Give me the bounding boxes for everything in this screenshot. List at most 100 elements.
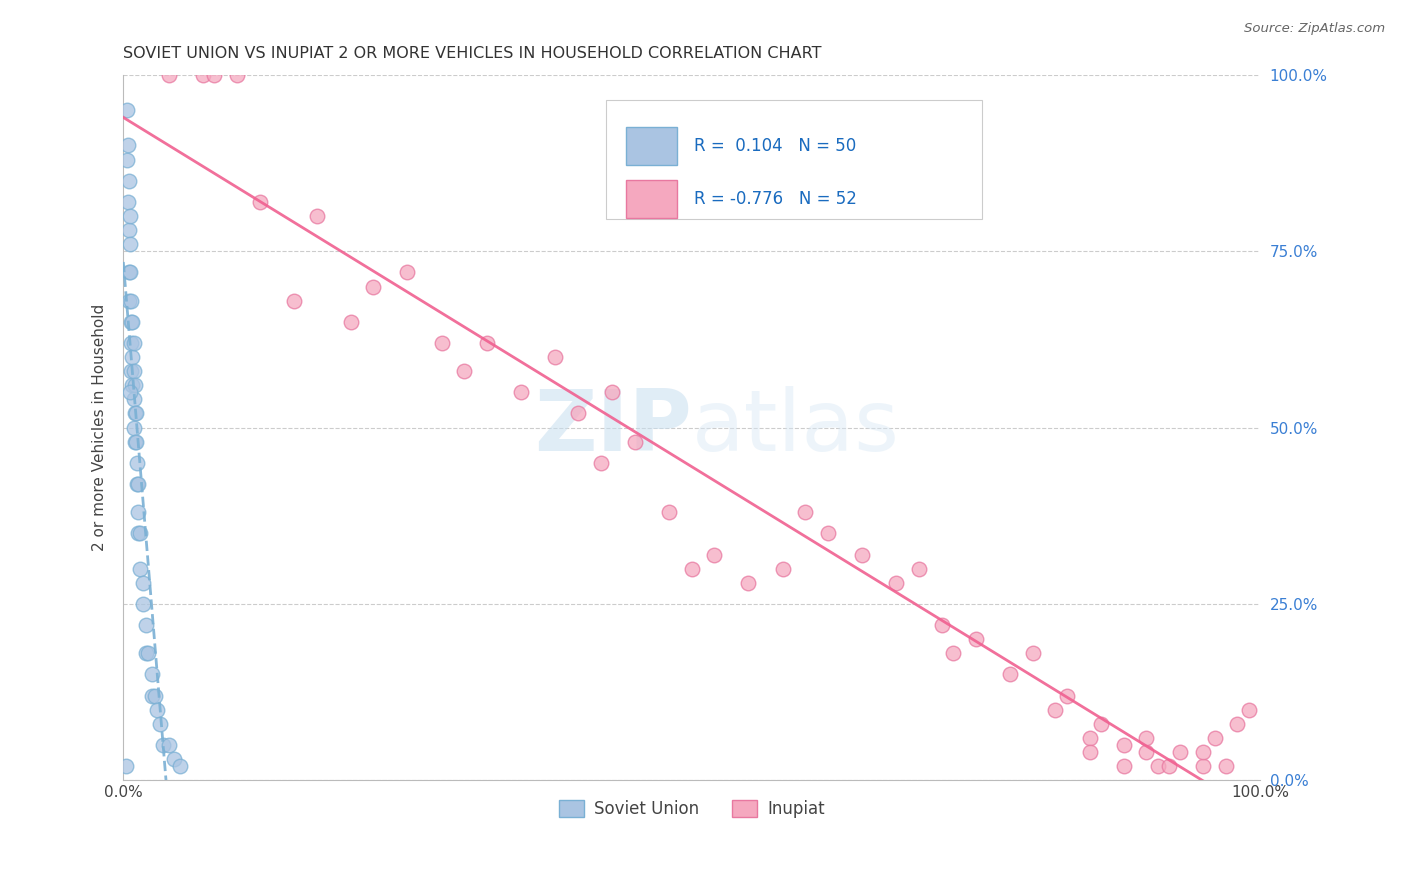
- Point: [122, 392, 145, 407]
- Y-axis label: 2 or more Vehicles in Household: 2 or more Vehicles in Household: [93, 304, 107, 551]
- Point: [120, 209, 142, 223]
- Point: [249, 194, 271, 209]
- Point: [965, 632, 987, 647]
- Text: Source: ZipAtlas.com: Source: ZipAtlas.com: [1244, 22, 1385, 36]
- Point: [157, 68, 180, 82]
- Text: R = -0.776   N = 52: R = -0.776 N = 52: [695, 190, 856, 208]
- Point: [127, 505, 149, 519]
- Point: [589, 456, 612, 470]
- Point: [1170, 745, 1192, 759]
- Point: [884, 575, 907, 590]
- Point: [202, 68, 225, 82]
- Point: [136, 646, 159, 660]
- Point: [124, 434, 146, 449]
- Point: [1215, 759, 1237, 773]
- Point: [146, 703, 169, 717]
- Point: [1021, 646, 1043, 660]
- Point: [149, 717, 172, 731]
- Point: [475, 335, 498, 350]
- Point: [118, 293, 141, 308]
- Point: [120, 385, 142, 400]
- Point: [817, 526, 839, 541]
- Point: [114, 759, 136, 773]
- Point: [129, 526, 152, 541]
- Point: [122, 420, 145, 434]
- Point: [1135, 745, 1157, 759]
- FancyBboxPatch shape: [606, 100, 981, 219]
- Point: [169, 759, 191, 773]
- Point: [121, 315, 143, 329]
- Point: [118, 265, 141, 279]
- Point: [163, 752, 186, 766]
- Point: [1135, 731, 1157, 745]
- Point: [703, 548, 725, 562]
- Point: [681, 562, 703, 576]
- Point: [794, 505, 817, 519]
- Point: [121, 350, 143, 364]
- Point: [122, 364, 145, 378]
- Point: [125, 407, 148, 421]
- Point: [851, 548, 873, 562]
- Point: [127, 526, 149, 541]
- Point: [1204, 731, 1226, 745]
- Point: [942, 646, 965, 660]
- Point: [931, 618, 953, 632]
- Point: [1078, 731, 1101, 745]
- Point: [135, 646, 157, 660]
- Point: [135, 618, 157, 632]
- Point: [1157, 759, 1180, 773]
- Point: [510, 385, 533, 400]
- Text: R =  0.104   N = 50: R = 0.104 N = 50: [695, 137, 856, 155]
- Point: [1237, 703, 1260, 717]
- Text: atlas: atlas: [692, 386, 900, 469]
- Point: [143, 689, 166, 703]
- Text: ZIP: ZIP: [534, 386, 692, 469]
- Point: [998, 667, 1021, 681]
- Text: SOVIET UNION VS INUPIAT 2 OR MORE VEHICLES IN HOUSEHOLD CORRELATION CHART: SOVIET UNION VS INUPIAT 2 OR MORE VEHICL…: [124, 46, 821, 62]
- Point: [117, 194, 139, 209]
- Point: [120, 335, 142, 350]
- Point: [1056, 689, 1078, 703]
- Point: [1192, 745, 1215, 759]
- Point: [120, 315, 142, 329]
- Point: [117, 138, 139, 153]
- Point: [1112, 738, 1135, 752]
- FancyBboxPatch shape: [626, 127, 676, 165]
- Point: [120, 265, 142, 279]
- Point: [124, 407, 146, 421]
- Point: [118, 174, 141, 188]
- Point: [157, 738, 180, 752]
- Point: [430, 335, 453, 350]
- Point: [1146, 759, 1168, 773]
- Point: [115, 103, 138, 117]
- Point: [1192, 759, 1215, 773]
- Point: [125, 456, 148, 470]
- Point: [544, 350, 567, 364]
- Point: [396, 265, 419, 279]
- Point: [129, 562, 152, 576]
- Point: [567, 407, 589, 421]
- Point: [1112, 759, 1135, 773]
- Point: [122, 335, 145, 350]
- Point: [121, 378, 143, 392]
- Point: [305, 209, 328, 223]
- Point: [1045, 703, 1067, 717]
- Point: [1226, 717, 1249, 731]
- Point: [658, 505, 681, 519]
- Point: [120, 364, 142, 378]
- Point: [141, 689, 163, 703]
- FancyBboxPatch shape: [626, 179, 676, 219]
- Point: [737, 575, 759, 590]
- Point: [120, 237, 142, 252]
- Point: [141, 667, 163, 681]
- Point: [131, 575, 153, 590]
- Point: [339, 315, 361, 329]
- Point: [125, 434, 148, 449]
- Point: [152, 738, 174, 752]
- Point: [283, 293, 305, 308]
- Point: [191, 68, 214, 82]
- Point: [772, 562, 794, 576]
- Point: [908, 562, 931, 576]
- Point: [363, 279, 385, 293]
- Point: [125, 477, 148, 491]
